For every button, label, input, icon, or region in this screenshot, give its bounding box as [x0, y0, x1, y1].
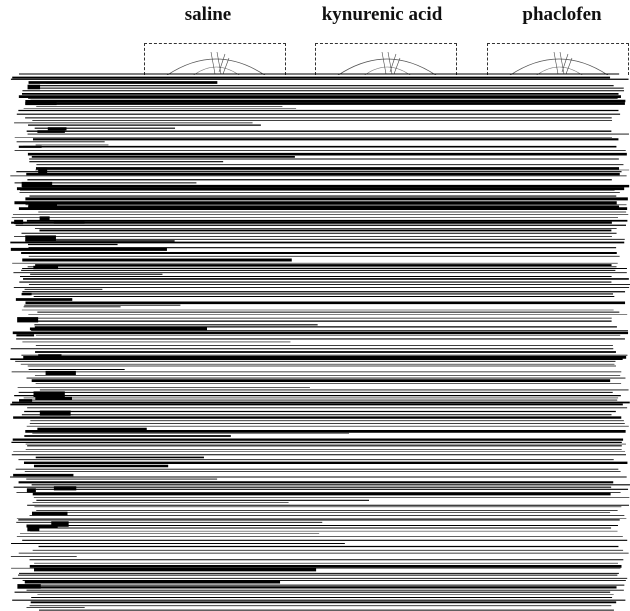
trace-blob — [26, 488, 36, 493]
trace-blob — [31, 511, 68, 516]
trace-blob — [17, 317, 39, 323]
trace-blob — [25, 235, 56, 241]
trace-blob — [53, 221, 85, 224]
trace-blob — [39, 216, 50, 221]
trace-blob — [33, 391, 65, 397]
trace-blob — [38, 167, 48, 174]
trace-blob — [35, 396, 72, 400]
trace-blob — [19, 399, 33, 402]
corrupted-trace-area — [10, 73, 630, 611]
slice-schematic-drawing — [509, 51, 609, 75]
trace-blob — [37, 130, 65, 133]
slice-schematic-drawing — [337, 51, 437, 75]
column-title-saline: saline — [184, 4, 232, 25]
trace-blob — [17, 584, 41, 589]
trace-blob — [39, 410, 71, 416]
trace-blob — [21, 181, 53, 187]
trace-blob — [39, 394, 52, 399]
trace-blob — [27, 527, 40, 532]
trace-blob — [51, 521, 69, 527]
trace-blob — [53, 486, 77, 491]
slice-schematic-saline — [144, 43, 286, 75]
trace-blob — [45, 370, 76, 375]
trace-blob — [21, 292, 32, 296]
slice-schematic-phaclofen — [487, 43, 629, 75]
trace-blob — [46, 81, 59, 84]
trace-blob — [18, 145, 42, 148]
slice-schematic-kynurenic-acid — [315, 43, 457, 75]
trace-blob — [27, 84, 41, 90]
trace-blob — [33, 265, 59, 270]
slice-schematic-drawing — [166, 51, 266, 75]
column-title-kynurenic-acid: kynurenic acid — [321, 4, 443, 25]
trace-blob — [16, 334, 35, 337]
trace-blob — [26, 524, 58, 528]
column-title-phaclofen: phaclofen — [522, 4, 602, 25]
trace-blob — [47, 127, 67, 131]
